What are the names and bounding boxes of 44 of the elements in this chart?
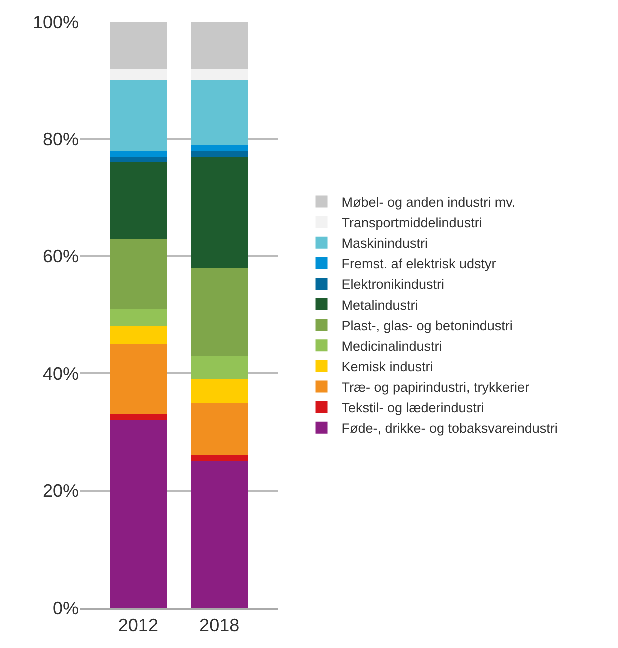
bar: [110, 326, 167, 344]
y-tick-label: 20%: [42, 481, 79, 502]
legend-label: Fremst. af elektrisk udstyr: [342, 256, 497, 272]
legend-label: Medicinalindustri: [342, 338, 442, 354]
bar: [191, 80, 248, 146]
bar: [191, 462, 248, 608]
bar: [191, 402, 248, 456]
bar: [191, 156, 248, 268]
bar: [191, 456, 248, 462]
bar: [191, 22, 248, 69]
bar: [191, 379, 248, 403]
legend-label: Transportmiddelindustri: [342, 216, 482, 231]
y-tick-label: 40%: [42, 364, 79, 384]
x-tick-label: 2012: [118, 616, 158, 636]
y-tick-label: 0%: [52, 598, 79, 618]
y-tick-label: 80%: [42, 130, 79, 150]
legend-label: Møbel- og anden industri mv.: [342, 195, 516, 210]
bar: [110, 22, 167, 69]
bar: [110, 309, 167, 327]
bar: [110, 162, 167, 239]
bar: [191, 68, 248, 81]
bar: [110, 80, 167, 151]
bar: [110, 420, 167, 608]
legend-label: Maskinindustri: [342, 236, 428, 252]
legend-label: Metalindustri: [342, 298, 418, 313]
y-tick-label: 100%: [32, 12, 79, 32]
y-tick-label: 60%: [42, 246, 79, 267]
legend-label: Kemisk industri: [342, 359, 434, 374]
legend-label: Plast-, glas- og betonindustri: [342, 318, 513, 334]
legend-label: Træ- og papirindustri, trykkerier: [342, 380, 530, 395]
bar: [110, 68, 167, 81]
legend-label: Tekstil- og læderindustri: [342, 400, 484, 416]
bar: [191, 150, 248, 157]
bar: [110, 156, 167, 163]
bar: [110, 238, 167, 310]
bar: [191, 268, 248, 356]
bar: [191, 356, 248, 380]
x-tick-label: 2018: [200, 616, 240, 636]
bar: [110, 414, 167, 420]
bar: [191, 145, 248, 151]
bar: [110, 150, 167, 157]
legend-label: Føde-, drikke- og tobaksvareindustri: [342, 421, 558, 436]
legend-label: Elektronikindustri: [342, 277, 445, 292]
bar: [110, 344, 167, 415]
